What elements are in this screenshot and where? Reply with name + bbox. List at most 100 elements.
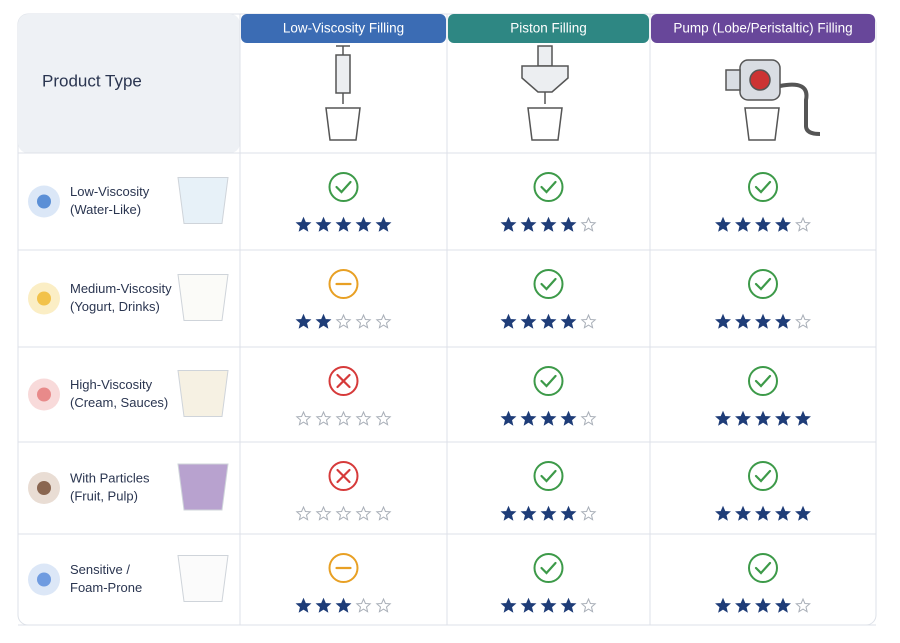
star-filled [355, 216, 372, 232]
star-empty [375, 597, 392, 613]
star-filled [500, 505, 517, 521]
syringe-illustration [325, 45, 361, 141]
star-filled [560, 410, 577, 426]
star-filled [775, 410, 791, 426]
status-glyph [754, 374, 772, 388]
product-cup [177, 370, 229, 417]
status-glyph [336, 373, 351, 389]
star-filled [540, 216, 557, 232]
status-icon [328, 553, 359, 583]
star-filled [755, 313, 771, 329]
product-label: Sensitive / [70, 562, 130, 577]
star-filled [295, 597, 312, 613]
status-icon [748, 366, 778, 396]
star-filled [755, 216, 771, 232]
star-empty [795, 597, 811, 613]
status-glyph [540, 180, 557, 194]
star-rating [295, 216, 392, 232]
star-empty [295, 505, 312, 521]
star-empty [795, 313, 811, 329]
star-rating [500, 410, 597, 426]
star-empty [795, 216, 811, 232]
star-filled [500, 216, 517, 232]
star-empty [355, 313, 372, 329]
product-label: Medium-Viscosity [70, 281, 172, 296]
star-filled [315, 216, 332, 232]
star-filled [560, 216, 577, 232]
star-filled [715, 505, 731, 521]
star-filled [735, 410, 751, 426]
status-ring [748, 366, 778, 396]
star-rating [295, 410, 392, 426]
status-ring [533, 269, 564, 299]
star-filled [715, 410, 731, 426]
status-glyph [754, 561, 772, 575]
status-icon [748, 172, 778, 202]
pump-illustration [725, 59, 821, 141]
status-glyph [754, 469, 772, 483]
star-empty [315, 410, 332, 426]
star-filled [775, 597, 791, 613]
star-empty [580, 313, 597, 329]
product-cup [177, 463, 229, 511]
product-icon-dot [37, 291, 51, 306]
status-glyph [754, 180, 772, 194]
star-filled [560, 597, 577, 613]
status-ring [533, 172, 564, 202]
status-glyph [336, 468, 351, 484]
star-rating [295, 597, 392, 613]
status-glyph [540, 277, 557, 291]
star-filled [520, 410, 537, 426]
status-icon [748, 553, 778, 583]
star-filled [775, 216, 791, 232]
status-glyph [540, 374, 557, 388]
star-filled [540, 313, 557, 329]
product-label: Foam-Prone [70, 580, 142, 595]
product-cup [177, 555, 229, 602]
star-rating [500, 597, 597, 613]
product-label: High-Viscosity [70, 377, 153, 392]
star-filled [520, 216, 537, 232]
star-filled [755, 597, 771, 613]
status-icon [748, 269, 778, 299]
star-filled [795, 505, 811, 521]
status-icon [533, 553, 564, 583]
star-empty [335, 505, 352, 521]
star-filled [735, 313, 751, 329]
product-label: (Cream, Sauces) [70, 395, 168, 410]
star-empty [580, 597, 597, 613]
star-empty [580, 216, 597, 232]
star-filled [520, 597, 537, 613]
star-filled [755, 505, 771, 521]
column-tab [651, 14, 875, 43]
status-ring [533, 366, 564, 396]
product-label: (Water-Like) [70, 202, 141, 217]
status-glyph [540, 469, 557, 483]
status-ring [533, 461, 564, 491]
column-tab [241, 14, 446, 43]
star-empty [295, 410, 312, 426]
status-glyph [335, 180, 352, 194]
product-label: (Yogurt, Drinks) [70, 299, 160, 314]
star-rating [715, 216, 811, 232]
star-filled [775, 313, 791, 329]
status-icon [533, 366, 564, 396]
status-icon [328, 461, 359, 491]
status-icon [748, 461, 778, 491]
product-label: Low-Viscosity [70, 184, 150, 199]
star-filled [520, 505, 537, 521]
product-cup [177, 274, 229, 321]
product-label: (Fruit, Pulp) [70, 488, 138, 503]
star-rating [715, 410, 811, 426]
status-icon [533, 172, 564, 202]
star-empty [335, 313, 352, 329]
star-filled [715, 597, 731, 613]
column-title: Pump (Lobe/Peristaltic) Filling [673, 21, 852, 36]
star-filled [295, 313, 312, 329]
star-filled [520, 313, 537, 329]
status-icon [533, 461, 564, 491]
star-empty [580, 410, 597, 426]
status-ring [748, 269, 778, 299]
star-filled [560, 505, 577, 521]
star-rating [500, 216, 597, 232]
